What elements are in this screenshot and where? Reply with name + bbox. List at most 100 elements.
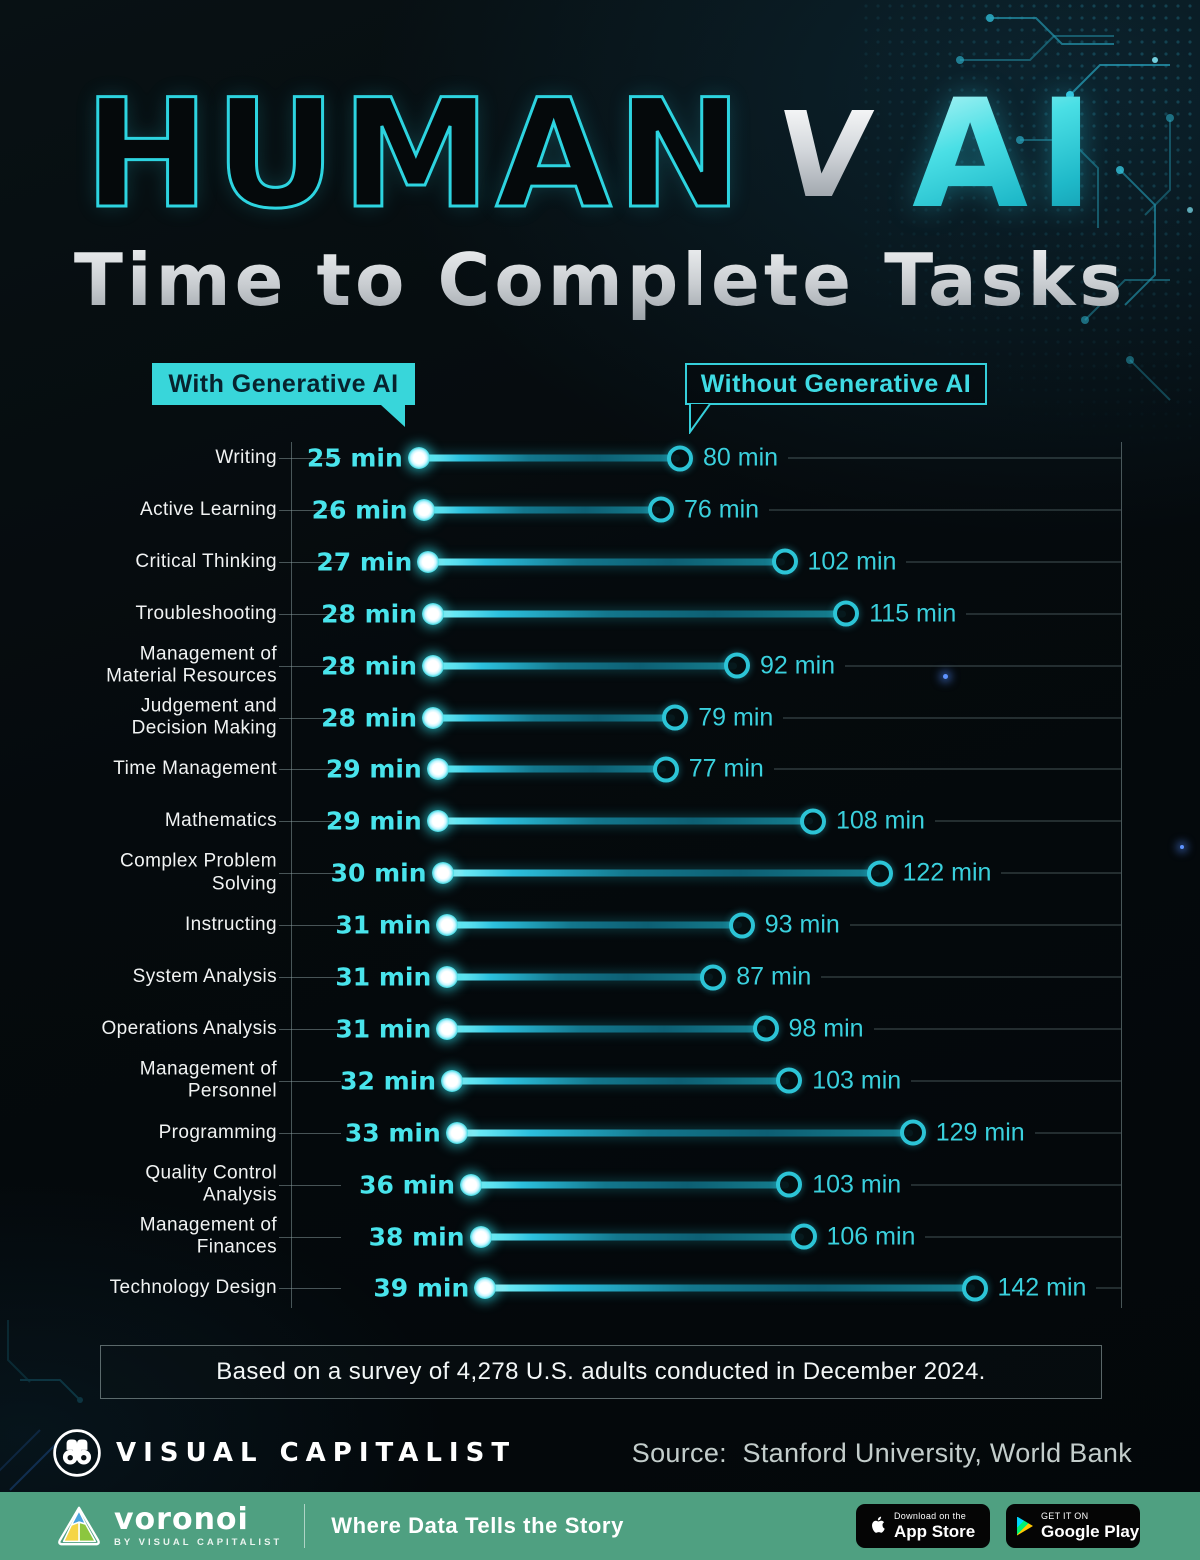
task-label: Technology Design (109, 1277, 277, 1299)
row-trail-line (1034, 1132, 1121, 1134)
dumbbell-connector (442, 869, 880, 877)
task-label: Complex Problem Solving (120, 850, 277, 895)
dumbbell-connector (423, 506, 661, 514)
with-ai-value: 25 min (306, 443, 403, 473)
without-ai-ring (752, 1015, 779, 1042)
row-tick-line (279, 1132, 341, 1134)
title-vs-v: V (769, 86, 878, 224)
with-ai-dot (436, 966, 459, 988)
survey-note-text: Based on a survey of 4,278 U.S. adults c… (216, 1358, 986, 1385)
app-store-badge[interactable]: Download on the App Store (856, 1504, 990, 1548)
without-ai-group: 106 min (790, 1222, 1121, 1251)
chart-row: Management of Material Resources 28 min … (0, 640, 1200, 692)
without-ai-ring (800, 808, 826, 835)
dumbbell-connector (456, 1129, 913, 1137)
survey-note-box: Based on a survey of 4,278 U.S. adults c… (100, 1345, 1102, 1399)
app-store-small-text: Download on the (894, 1511, 967, 1521)
without-ai-ring (771, 548, 798, 575)
row-trail-line (845, 665, 1121, 667)
google-play-big-text: Google Play (1041, 1522, 1140, 1541)
without-ai-group: 92 min (724, 651, 1121, 680)
without-ai-group: 122 min (866, 859, 1121, 888)
voronoi-bottom-bar: voronoi BY VISUAL CAPITALIST Where Data … (0, 1492, 1200, 1560)
without-ai-value: 103 min (812, 1170, 902, 1199)
legend-tail-outline (689, 404, 711, 434)
legend-with-generative-ai: With Generative AI (152, 363, 415, 427)
voronoi-logo-group: voronoi BY VISUAL CAPITALIST (56, 1503, 282, 1549)
with-ai-dot (469, 1225, 492, 1248)
with-ai-dot (422, 654, 444, 677)
with-ai-dot (426, 810, 449, 833)
task-label: Time Management (113, 758, 277, 780)
without-ai-value: 76 min (684, 495, 760, 524)
right-axis-line (1121, 442, 1122, 1308)
row-trail-line (783, 717, 1121, 718)
task-label: Active Learning (140, 498, 277, 520)
with-ai-value: 28 min (321, 703, 417, 732)
chart-row: Active Learning 26 min 76 min (0, 484, 1200, 536)
without-ai-ring (700, 964, 727, 990)
row-tick-line (279, 821, 341, 823)
chart-row: Management of Personnel 32 min 103 min (0, 1055, 1200, 1107)
with-ai-value: 29 min (325, 806, 422, 836)
with-ai-dot (412, 498, 435, 521)
dumbbell-connector (447, 1025, 766, 1033)
visual-capitalist-wordmark: VISUAL CAPITALIST (116, 1438, 517, 1468)
row-trail-line (873, 1028, 1121, 1030)
footer: VISUAL CAPITALIST Source: Stanford Unive… (0, 1424, 1200, 1486)
dumbbell-connector (480, 1233, 804, 1240)
dumbbell-connector (433, 610, 847, 618)
chart-row: Technology Design 39 min 142 min (0, 1262, 1200, 1314)
dumbbell-connector (437, 817, 813, 825)
row-trail-line (966, 613, 1121, 615)
sparkle-dot (1180, 845, 1184, 849)
sparkle-dot (943, 674, 948, 679)
dumbbell-connector (428, 558, 785, 566)
row-trail-line (925, 1236, 1121, 1237)
with-ai-value: 27 min (316, 547, 413, 577)
voronoi-wordmark: voronoi BY VISUAL CAPITALIST (114, 1504, 282, 1548)
row-trail-line (769, 509, 1121, 511)
legend-tail-filled (381, 405, 405, 427)
with-ai-dot (431, 862, 454, 885)
google-play-badge[interactable]: GET IT ON Google Play (1006, 1504, 1140, 1548)
with-ai-value: 33 min (344, 1118, 441, 1148)
without-ai-value: 77 min (688, 754, 764, 783)
chart-row: Time Management 29 min 77 min (0, 743, 1200, 795)
row-tick-line (279, 873, 341, 875)
without-ai-ring (833, 600, 860, 627)
without-ai-group: 103 min (776, 1170, 1121, 1199)
with-ai-dot (426, 758, 449, 781)
with-ai-dot (422, 706, 444, 729)
with-ai-dot (460, 1173, 482, 1196)
row-trail-line (1001, 872, 1121, 874)
without-ai-value: 106 min (826, 1222, 916, 1250)
without-ai-ring (776, 1067, 803, 1094)
row-tick-line (279, 561, 341, 563)
row-tick-line (279, 613, 341, 615)
row-trail-line (911, 1184, 1121, 1186)
left-axis-line (291, 442, 292, 1308)
task-label: Management of Personnel (139, 1058, 277, 1102)
header: HUMAN Vs AI Time to Complete Tasks (0, 0, 1200, 340)
dumbbell-connector (433, 714, 676, 721)
with-ai-value: 31 min (335, 962, 432, 992)
without-ai-ring (667, 445, 693, 471)
task-label: Operations Analysis (101, 1017, 277, 1039)
without-ai-ring (899, 1119, 926, 1146)
google-play-text: GET IT ON Google Play (1041, 1512, 1140, 1541)
task-label: Quality Control Analysis (145, 1162, 277, 1206)
voronoi-triangle-icon (58, 1506, 100, 1546)
chart-row: Troubleshooting 28 min 115 min (0, 588, 1200, 640)
with-ai-value: 30 min (330, 858, 427, 888)
without-ai-value: 102 min (807, 547, 897, 576)
without-ai-ring (961, 1275, 988, 1302)
row-tick-line (279, 769, 341, 771)
bar-tagline: Where Data Tells the Story (331, 1513, 624, 1538)
chart-row: Critical Thinking 27 min 102 min (0, 536, 1200, 588)
dumbbell-connector (418, 454, 680, 462)
without-ai-ring (728, 912, 755, 939)
without-ai-group: 87 min (700, 963, 1121, 992)
with-ai-dot (441, 1069, 463, 1092)
